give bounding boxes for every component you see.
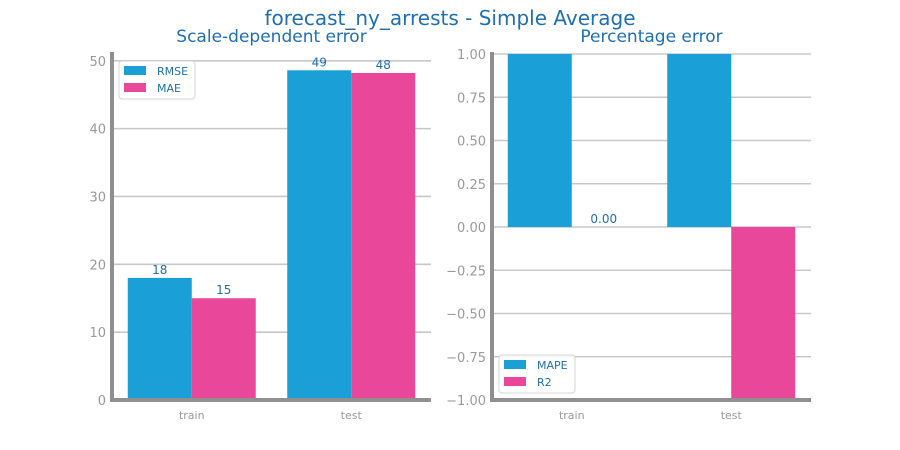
- legend-label-mae: MAE: [157, 82, 181, 95]
- legend-swatch-rmse: [124, 66, 146, 75]
- panel-scale-dependent-error: Scale-dependent error 0 10 20 30 40 50 18 15 trai…: [89, 27, 431, 422]
- bar-mae-train: [191, 298, 256, 400]
- panel-percentage-error: Percentage error −1.00 −0.75 −0.50 −0.25 0.00…: [446, 27, 811, 422]
- bar-rmse-test: [287, 70, 352, 401]
- data-label: 18: [152, 263, 167, 277]
- panel-title: Percentage error: [580, 27, 722, 47]
- y-tick-label: 20: [89, 258, 106, 273]
- y-tick-label: 1.00: [457, 48, 486, 63]
- legend: RMSE MAE: [118, 60, 196, 100]
- panel-title: Scale-dependent error: [176, 27, 366, 47]
- y-tick-label: −0.25: [446, 264, 486, 279]
- y-tick-label: 10: [89, 326, 106, 341]
- bar-r2-test: [731, 227, 796, 400]
- legend-swatch-mae: [124, 83, 146, 92]
- legend-swatch-mape: [504, 360, 526, 369]
- y-tick-label: 50: [89, 55, 106, 70]
- legend-swatch-r2: [504, 377, 526, 386]
- bar-rmse-train: [127, 277, 192, 400]
- y-tick-label: 40: [89, 123, 106, 138]
- legend: MAPE R2: [498, 354, 576, 394]
- data-label: 48: [376, 58, 391, 72]
- y-tick-label: 0.25: [457, 178, 486, 193]
- data-label: 15: [216, 283, 231, 297]
- bar-mape-test: [667, 54, 732, 227]
- bar-mae-test: [351, 72, 416, 400]
- x-tick-label: train: [179, 409, 205, 422]
- bar-mape-train: [507, 54, 572, 227]
- legend-label-r2: R2: [537, 376, 552, 389]
- y-tick-label: 30: [89, 190, 106, 205]
- y-tick-label: −1.00: [446, 394, 486, 409]
- legend-label-rmse: RMSE: [157, 65, 188, 78]
- y-tick-label: −0.75: [446, 351, 486, 366]
- y-tick-label: 0.50: [457, 135, 486, 150]
- legend-label-mape: MAPE: [537, 359, 568, 372]
- y-tick-label: 0.00: [457, 221, 486, 236]
- data-label: 49: [312, 55, 327, 69]
- y-tick-label: 0.75: [457, 91, 486, 106]
- x-tick-label: test: [341, 409, 363, 422]
- x-tick-label: train: [559, 409, 585, 422]
- y-tick-label: 0: [98, 394, 106, 409]
- x-tick-label: test: [721, 409, 743, 422]
- figure-title: forecast_ny_arrests - Simple Average: [265, 6, 636, 30]
- y-tick-label: −0.50: [446, 308, 486, 323]
- data-label: 0.00: [590, 212, 617, 226]
